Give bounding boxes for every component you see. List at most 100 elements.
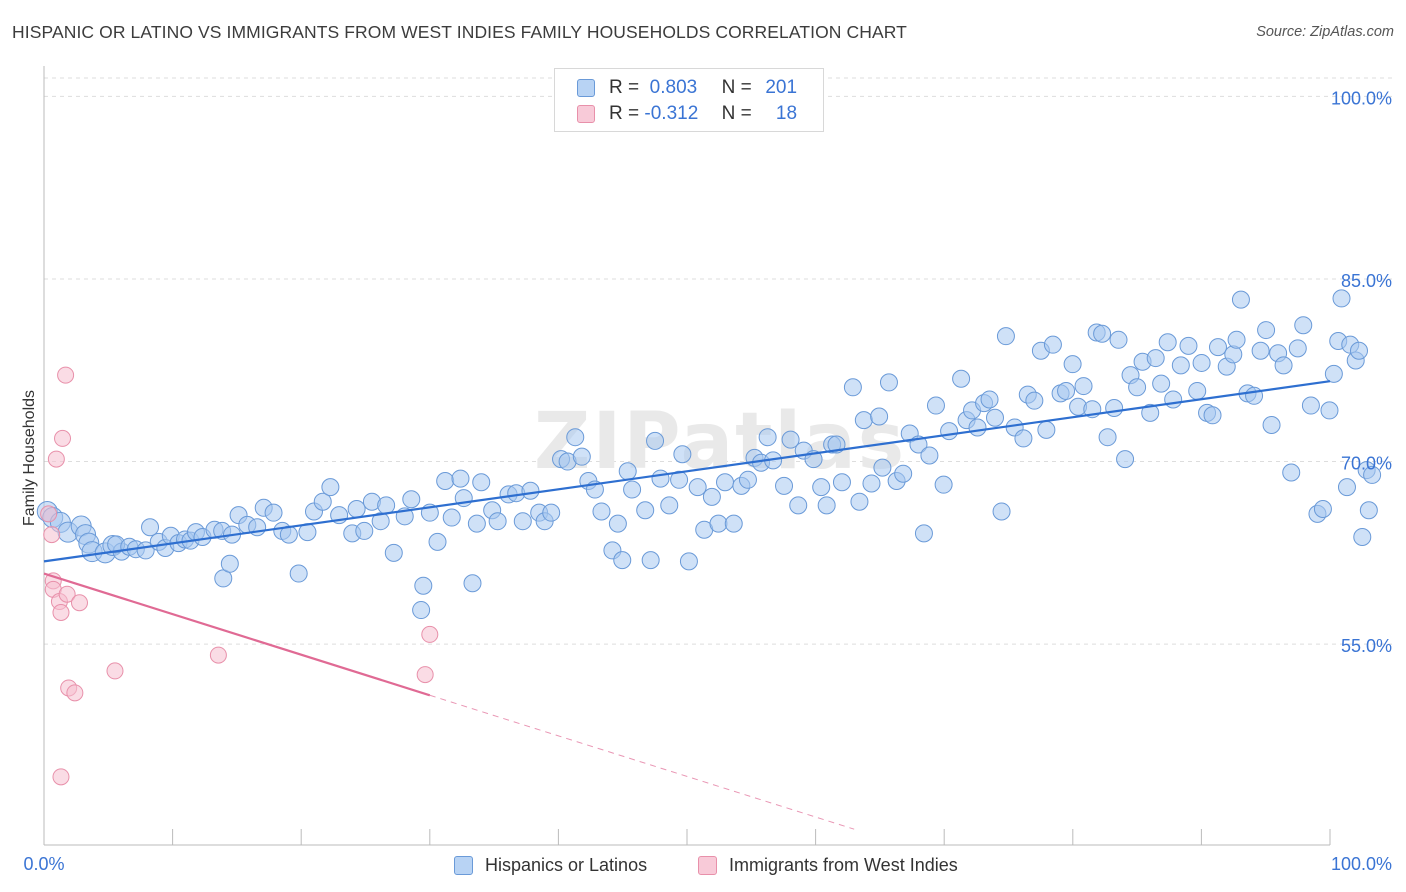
data-point-hispanics: [679, 552, 698, 571]
data-point-hispanics: [1128, 378, 1147, 397]
source-label: Source: ZipAtlas.com: [1256, 24, 1394, 40]
data-point-hispanics: [1093, 324, 1112, 343]
data-point-hispanics: [651, 469, 670, 488]
data-point-hispanics: [660, 496, 679, 515]
data-point-west-indies: [58, 585, 76, 603]
legend-swatch-blue: [577, 79, 595, 97]
y-tick-label: 100.0%: [1331, 88, 1392, 108]
data-point-hispanics: [1332, 289, 1351, 308]
data-point-hispanics: [738, 470, 757, 489]
data-point-hispanics: [355, 521, 374, 540]
data-point-hispanics: [572, 447, 591, 466]
data-point-hispanics: [521, 481, 540, 500]
data-point-hispanics: [313, 492, 332, 511]
data-point-hispanics: [1262, 416, 1281, 435]
data-point-hispanics: [1025, 391, 1044, 410]
legend-r-value: -0.312: [644, 103, 699, 124]
data-point-hispanics: [1152, 374, 1171, 393]
legend-row-hispanics: R = 0.803 N = 201: [577, 75, 797, 101]
data-point-hispanics: [264, 503, 283, 522]
data-point-west-indies: [40, 505, 58, 523]
data-point-hispanics: [428, 532, 447, 551]
data-point-hispanics: [709, 514, 728, 533]
data-point-hispanics: [220, 554, 239, 573]
data-point-hispanics: [347, 500, 366, 519]
data-point-hispanics: [141, 518, 160, 537]
data-point-hispanics: [1257, 321, 1276, 340]
data-point-hispanics: [1141, 403, 1160, 422]
data-point-hispanics: [636, 501, 655, 520]
x-tick-label: 0.0%: [23, 854, 64, 874]
legend-n-label: N =: [721, 103, 752, 124]
legend-n-value: 201: [765, 77, 798, 98]
data-point-hispanics: [1192, 353, 1211, 372]
data-point-hispanics: [641, 551, 660, 570]
data-point-hispanics: [781, 430, 800, 449]
data-point-hispanics: [1043, 335, 1062, 354]
trend-line-west-indies: [43, 572, 431, 697]
data-point-hispanics: [371, 512, 390, 531]
data-point-hispanics: [451, 469, 470, 488]
bottom-legend-swatch-pink: [698, 855, 717, 875]
data-point-hispanics: [716, 473, 735, 492]
data-point-hispanics: [873, 458, 892, 477]
data-point-west-indies: [106, 662, 124, 680]
data-point-hispanics: [1227, 330, 1246, 349]
series-west-indies-points: [40, 366, 439, 786]
data-point-west-indies: [47, 450, 65, 468]
data-point-hispanics: [1274, 356, 1293, 375]
data-point-hispanics: [488, 512, 507, 531]
data-point-hispanics: [702, 487, 721, 506]
data-point-hispanics: [920, 446, 939, 465]
data-point-hispanics: [1313, 500, 1332, 519]
data-point-hispanics: [673, 445, 692, 464]
data-point-hispanics: [377, 496, 396, 515]
data-point-hispanics: [1282, 463, 1301, 482]
data-point-hispanics: [472, 473, 491, 492]
data-point-hispanics: [1105, 398, 1124, 417]
y-tick-label: 85.0%: [1341, 271, 1392, 291]
data-point-hispanics: [1359, 501, 1378, 520]
data-point-hispanics: [934, 475, 953, 494]
data-point-hispanics: [775, 476, 794, 495]
data-point-hispanics: [321, 478, 340, 497]
chart-title: HISPANIC OR LATINO VS IMMIGRANTS FROM WE…: [12, 22, 907, 42]
data-point-hispanics: [1208, 338, 1227, 357]
data-point-hispanics: [1251, 341, 1270, 360]
data-point-hispanics: [414, 576, 433, 595]
data-point-hispanics: [384, 543, 403, 562]
data-point-hispanics: [542, 503, 561, 522]
data-point-hispanics: [1245, 386, 1264, 405]
data-point-hispanics: [843, 378, 862, 397]
data-point-hispanics: [1171, 356, 1190, 375]
data-point-west-indies: [54, 429, 72, 447]
data-point-hispanics: [952, 369, 971, 388]
gridlines: [44, 77, 1392, 645]
data-point-hispanics: [1320, 401, 1339, 420]
data-point-hispanics: [926, 396, 945, 415]
data-point-hispanics: [985, 408, 1004, 427]
data-point-hispanics: [463, 574, 482, 593]
data-point-west-indies: [209, 646, 227, 664]
data-point-hispanics: [1063, 355, 1082, 374]
data-point-hispanics: [613, 551, 632, 570]
data-point-hispanics: [817, 496, 836, 515]
bottom-legend-label: Hispanics or Latinos: [485, 854, 648, 875]
legend-r-label: R =: [609, 103, 640, 124]
data-point-west-indies: [57, 366, 75, 384]
data-point-hispanics: [1288, 339, 1307, 358]
data-point-hispanics: [688, 478, 707, 497]
data-point-west-indies: [43, 526, 61, 544]
data-point-hispanics: [646, 431, 665, 450]
data-point-hispanics: [1294, 316, 1313, 335]
data-point-hispanics: [608, 514, 627, 533]
data-point-hispanics: [1188, 381, 1207, 400]
data-point-hispanics: [1224, 345, 1243, 364]
data-point-west-indies: [52, 603, 70, 621]
data-point-hispanics: [832, 473, 851, 492]
data-point-hispanics: [412, 601, 431, 620]
data-point-hispanics: [992, 502, 1011, 521]
data-point-west-indies: [52, 768, 70, 786]
data-point-hispanics: [879, 373, 898, 392]
